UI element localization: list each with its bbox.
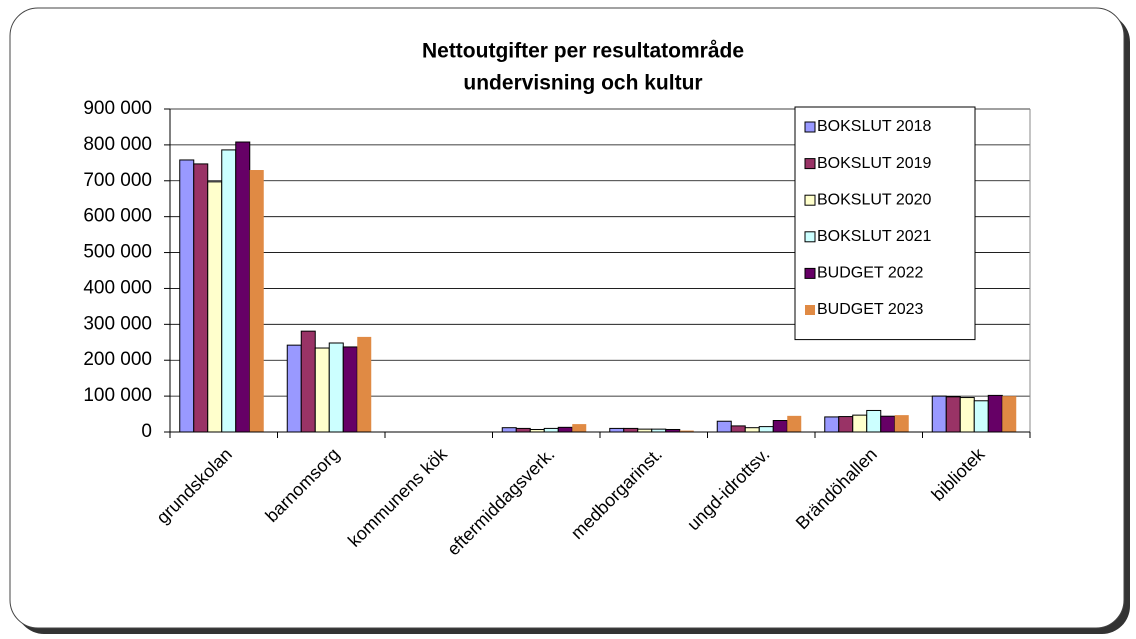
y-tick-label: 600 000 — [83, 206, 152, 227]
bar — [744, 427, 760, 433]
bar — [959, 397, 975, 433]
legend-swatch — [804, 267, 816, 279]
legend-label: BOKSLUT 2019 — [817, 155, 932, 172]
y-tick-label: 700 000 — [83, 170, 152, 191]
bar — [193, 163, 209, 433]
y-tick-label: 800 000 — [83, 134, 152, 155]
bar — [716, 420, 732, 433]
bar — [501, 427, 517, 433]
y-tick-label: 0 — [141, 421, 152, 442]
bar — [235, 141, 251, 433]
legend-label: BOKSLUT 2020 — [817, 191, 932, 208]
bar — [945, 396, 961, 433]
bar — [249, 170, 264, 432]
legend-swatch — [804, 194, 816, 206]
bar — [987, 394, 1003, 433]
bar — [838, 416, 854, 433]
bar — [758, 426, 774, 433]
bar — [880, 415, 896, 433]
bar — [572, 424, 587, 432]
bar — [342, 346, 358, 433]
bar — [852, 414, 868, 433]
bar — [730, 425, 746, 433]
bar — [328, 342, 344, 433]
y-tick-label: 400 000 — [83, 277, 152, 298]
chart-title: Nettoutgifter per resultatområde — [422, 40, 744, 63]
bar — [824, 416, 840, 433]
legend-swatch — [804, 231, 816, 243]
bar — [221, 149, 237, 433]
bar — [543, 427, 559, 433]
bar — [866, 409, 882, 433]
chart-title: undervisning och kultur — [463, 72, 702, 95]
bar — [679, 430, 694, 432]
y-tick-label: 100 000 — [83, 385, 152, 406]
bar — [557, 426, 573, 433]
bar — [931, 395, 947, 433]
bar — [973, 400, 989, 433]
y-tick-label: 500 000 — [83, 242, 152, 263]
legend-label: BOKSLUT 2018 — [817, 118, 932, 135]
bar — [286, 344, 302, 433]
bar — [772, 420, 788, 433]
legend-label: BUDGET 2022 — [817, 265, 924, 282]
bar — [609, 427, 625, 433]
bar — [207, 181, 223, 433]
bar — [894, 415, 909, 432]
legend-swatch — [805, 305, 815, 315]
y-tick-label: 900 000 — [83, 98, 152, 119]
bar — [787, 415, 802, 432]
legend-box — [794, 106, 976, 341]
bar — [1002, 396, 1017, 432]
y-tick-label: 300 000 — [83, 313, 152, 334]
bar — [515, 427, 531, 433]
bar — [357, 336, 372, 432]
y-tick-label: 200 000 — [83, 349, 152, 370]
legend-swatch — [804, 121, 816, 133]
legend-swatch — [804, 158, 816, 170]
legend-label: BUDGET 2023 — [817, 301, 924, 318]
bar — [623, 427, 639, 433]
bar — [179, 159, 195, 433]
bar — [314, 347, 330, 433]
legend-label: BOKSLUT 2021 — [817, 228, 932, 245]
bar — [300, 330, 316, 433]
